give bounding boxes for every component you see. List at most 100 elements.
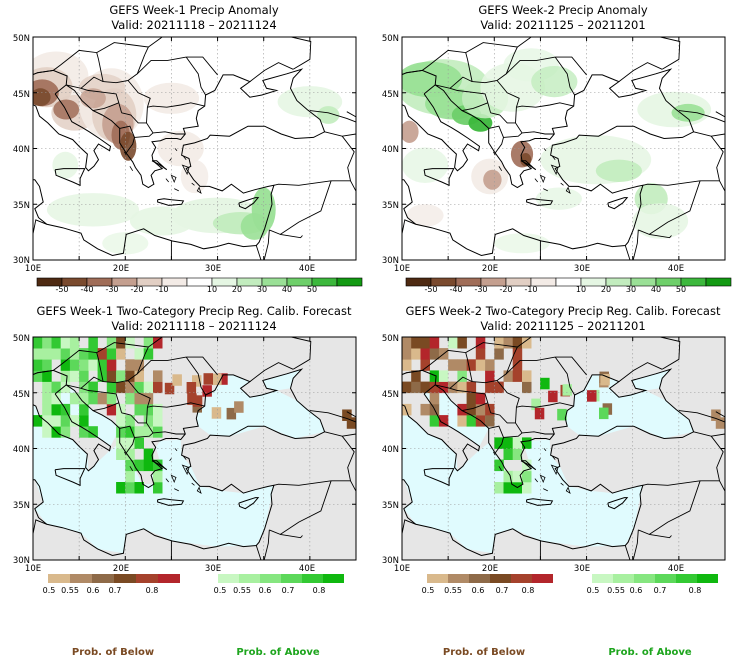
country-border xyxy=(402,349,473,382)
probability-cell xyxy=(466,392,477,405)
probability-cell xyxy=(106,403,117,416)
country-border xyxy=(66,76,104,89)
probability-cell xyxy=(125,359,135,371)
probability-cell xyxy=(79,381,89,394)
probability-cell xyxy=(457,381,467,394)
country-border xyxy=(136,356,187,375)
probability-cell xyxy=(503,448,513,460)
island xyxy=(183,456,187,460)
colorbar-tick: 0.6 xyxy=(630,586,643,595)
country-border xyxy=(280,233,303,239)
probability-cells xyxy=(402,337,725,494)
colorbar-swatch xyxy=(114,574,136,583)
country-border xyxy=(517,37,532,48)
probability-cell xyxy=(534,407,545,420)
probability-cell xyxy=(33,359,43,371)
country-border xyxy=(465,342,519,355)
country-border xyxy=(449,87,492,113)
sea-area xyxy=(631,369,671,391)
country-border xyxy=(642,435,724,486)
coastline xyxy=(238,197,260,210)
probability-cell xyxy=(88,392,98,405)
probability-cell xyxy=(402,348,412,360)
probability-cell xyxy=(42,381,52,394)
coastline xyxy=(520,160,537,171)
country-border xyxy=(291,337,312,370)
probability-cell xyxy=(457,370,467,382)
probability-cell xyxy=(143,459,154,472)
probability-cell xyxy=(429,392,440,405)
country-border xyxy=(350,480,356,493)
probability-cell xyxy=(512,448,523,460)
lat-labels-tl: 30N 35N 40N 45N 50N xyxy=(13,34,30,266)
colorbar-tick: 40 xyxy=(282,285,292,294)
country-border xyxy=(719,180,725,193)
probability-cell xyxy=(466,381,477,394)
coastline xyxy=(526,198,554,206)
probability-cell xyxy=(125,415,135,427)
colorbar-tick: 0.8 xyxy=(146,586,159,595)
colorbar-tick: 20 xyxy=(601,285,611,294)
probability-cell xyxy=(125,482,135,494)
probability-cell xyxy=(494,459,504,472)
lon-label: 30E xyxy=(574,564,590,574)
country-border xyxy=(273,135,355,186)
probability-cell xyxy=(711,409,721,421)
probability-cell xyxy=(153,381,163,394)
colorbar-tick: 20 xyxy=(232,285,242,294)
island xyxy=(538,158,541,162)
probability-cell xyxy=(42,415,52,427)
probability-cell xyxy=(153,403,163,416)
probability-cell xyxy=(438,415,449,427)
probability-cell xyxy=(125,392,135,405)
panel-valid-week1-anomaly: Valid: 20211118 – 20211124 xyxy=(111,18,276,32)
coastline xyxy=(157,198,185,206)
colorbar-swatch xyxy=(655,574,676,583)
probability-cell xyxy=(512,337,523,349)
lon-labels-bl: 10E 20E 30E 40E xyxy=(25,564,315,574)
probability-cell xyxy=(512,348,523,360)
colorbar-swatch xyxy=(427,574,448,583)
probability-cell xyxy=(106,392,117,405)
probability-cell xyxy=(342,409,352,421)
lon-label: 10E xyxy=(394,264,410,274)
probability-cell xyxy=(512,359,523,371)
island xyxy=(493,451,496,456)
colorbar-tick: 50 xyxy=(307,285,317,294)
probability-cell xyxy=(429,381,440,394)
probability-cell xyxy=(531,398,541,411)
lon-label: 40E xyxy=(668,264,684,274)
probability-cell xyxy=(125,448,135,460)
prob-below-label-week2: Prob. of Below xyxy=(443,647,525,658)
probability-cell xyxy=(42,359,52,371)
probability-cell xyxy=(153,415,163,427)
probability-cell xyxy=(116,437,126,449)
probability-cell xyxy=(557,408,567,421)
probability-cell xyxy=(143,392,154,405)
country-border xyxy=(136,56,187,75)
probability-cell xyxy=(134,359,144,371)
colorbar-swatch xyxy=(448,574,469,583)
probability-cell xyxy=(106,359,117,371)
country-border xyxy=(33,519,47,537)
island xyxy=(124,451,127,456)
coastline xyxy=(33,68,326,257)
sea-area xyxy=(196,374,325,439)
probability-cell xyxy=(411,370,421,382)
lon-label: 30E xyxy=(205,264,221,274)
probability-cell xyxy=(466,415,477,427)
lat-label: 40N xyxy=(13,445,30,455)
lat-label: 50N xyxy=(382,334,399,344)
country-border xyxy=(465,42,519,55)
country-border xyxy=(185,356,206,396)
country-border xyxy=(4,377,11,387)
island xyxy=(174,448,178,451)
colorbar-tick: -30 xyxy=(105,285,118,294)
probability-cell xyxy=(522,370,532,382)
anomaly-colorbar-labels-week2: -50 -40 -30 -20 -10 10 20 30 40 50 xyxy=(424,285,686,294)
colorbar-swatch xyxy=(260,574,281,583)
probability-cell xyxy=(143,348,154,360)
country-border xyxy=(386,179,398,257)
country-border xyxy=(435,376,473,389)
probability-cell xyxy=(42,337,52,349)
